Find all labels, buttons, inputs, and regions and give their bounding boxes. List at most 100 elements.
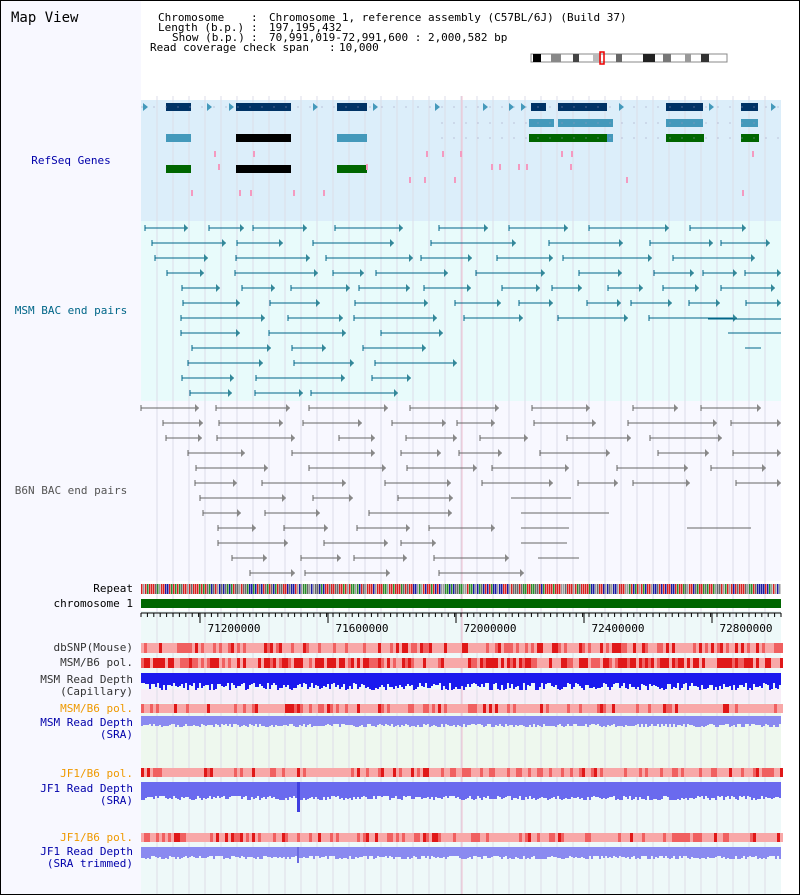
repeat-mark xyxy=(157,584,159,594)
msm-bac-end-arrow xyxy=(407,374,411,382)
repeat-mark xyxy=(669,584,671,594)
depth-bar xyxy=(673,847,675,856)
depth-bar xyxy=(305,847,307,858)
depth-bar xyxy=(337,847,339,859)
pol-heat-cell xyxy=(567,833,570,842)
depth-bar xyxy=(143,716,145,725)
msm-bac-end-arrow xyxy=(541,269,545,277)
depth-bar xyxy=(455,673,457,687)
pol-heat-cell xyxy=(771,704,774,713)
pol-heat-cell xyxy=(609,658,612,668)
depth-bar xyxy=(461,673,463,686)
depth-bar xyxy=(557,673,559,689)
repeat-mark xyxy=(749,584,751,594)
depth-bar xyxy=(173,673,175,683)
pol-heat-cell xyxy=(441,833,444,842)
depth-bar xyxy=(695,847,697,858)
pol-heat-cell xyxy=(657,833,660,842)
depth-bar xyxy=(573,716,575,724)
repeat-mark xyxy=(769,584,771,594)
pol-heat-cell xyxy=(741,643,744,653)
depth-bar xyxy=(237,782,239,796)
pol-heat-cell xyxy=(531,658,534,668)
pol-heat-cell xyxy=(270,643,273,653)
depth-bar xyxy=(617,716,619,726)
pol-heat-cell xyxy=(762,658,765,668)
depth-bar xyxy=(239,847,241,858)
depth-bar xyxy=(169,782,171,798)
depth-bar xyxy=(347,782,349,799)
depth-bar xyxy=(385,673,387,690)
depth-bar xyxy=(201,716,203,724)
depth-bar xyxy=(755,716,757,725)
depth-bar xyxy=(333,782,335,796)
pol-heat-cell xyxy=(630,704,633,713)
depth-bar xyxy=(695,673,697,686)
depth-bar xyxy=(493,847,495,856)
depth-bar xyxy=(567,673,569,683)
depth-bar xyxy=(689,673,691,686)
depth-bar xyxy=(337,716,339,724)
b6n-bac-end-arrow xyxy=(549,479,553,487)
depth-bar xyxy=(499,716,501,724)
repeat-mark xyxy=(241,584,243,594)
depth-bar xyxy=(663,716,665,726)
pol-heat-cell xyxy=(711,658,714,668)
depth-bar xyxy=(617,782,619,799)
depth-bar xyxy=(775,673,777,688)
depth-bar xyxy=(753,847,755,857)
depth-bar xyxy=(459,782,461,799)
depth-bar xyxy=(167,782,169,799)
depth-bar xyxy=(589,847,591,856)
depth-bar xyxy=(319,716,321,726)
track-label-refseq[interactable]: RefSeq Genes xyxy=(31,154,111,167)
pol-heat-cell xyxy=(741,768,744,777)
pol-heat-cell xyxy=(531,643,534,653)
msm-bac-end-arrow xyxy=(433,314,437,322)
depth-bar xyxy=(277,847,279,858)
pol-heat-cell xyxy=(495,704,498,713)
track-label-b6n-bac[interactable]: B6N BAC end pairs xyxy=(14,484,128,497)
msm-bac-end-arrow xyxy=(303,224,307,232)
depth-bar xyxy=(203,847,205,858)
depth-bar xyxy=(549,716,551,726)
depth-bar xyxy=(283,782,285,800)
depth-bar xyxy=(427,782,429,797)
pol-heat-cell xyxy=(189,833,192,842)
depth-bar xyxy=(689,782,691,798)
pol-heat-cell xyxy=(501,658,504,668)
pol-heat-cell xyxy=(462,768,465,777)
pol-heat-cell xyxy=(480,704,483,713)
pol-heat-cell xyxy=(249,833,252,842)
depth-bar xyxy=(381,716,383,725)
pol-heat-cell xyxy=(648,833,651,842)
depth-bar xyxy=(275,716,277,725)
depth-bar xyxy=(251,782,253,797)
pol-heat-cell xyxy=(414,768,417,777)
depth-bar xyxy=(301,847,303,858)
repeat-mark xyxy=(305,584,307,594)
repeat-mark xyxy=(381,584,383,594)
depth-bar xyxy=(219,716,221,727)
track-label-msm-bac[interactable]: MSM BAC end pairs xyxy=(14,304,128,317)
msm-bac-end-arrow xyxy=(350,359,354,367)
pol-heat-cell xyxy=(570,833,573,842)
repeat-mark xyxy=(477,584,479,594)
depth-bar xyxy=(271,716,273,725)
depth-bar xyxy=(547,782,549,800)
pol-heat-cell xyxy=(489,833,492,842)
depth-bar xyxy=(347,673,349,689)
depth-bar xyxy=(251,847,253,857)
repeat-mark xyxy=(287,584,289,594)
b6n-bac-end-arrow xyxy=(291,434,295,442)
depth-bar xyxy=(429,673,431,688)
depth-bar xyxy=(157,782,159,798)
repeat-mark xyxy=(529,584,531,594)
repeat-mark xyxy=(169,584,171,594)
pol-heat-cell xyxy=(444,658,447,668)
depth-bar xyxy=(467,716,469,725)
pol-heat-cell xyxy=(204,833,207,842)
repeat-mark xyxy=(619,584,621,594)
depth-bar xyxy=(141,847,143,858)
